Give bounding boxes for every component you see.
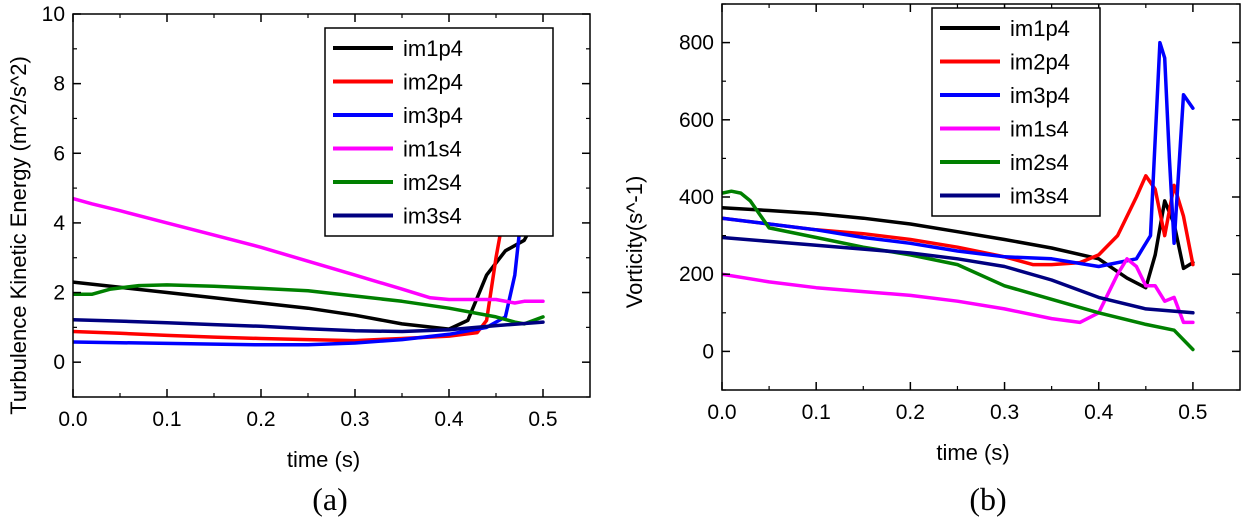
legend-label-im2s4: im2s4 [403, 170, 462, 195]
x-tick-label: 0.3 [990, 401, 1019, 424]
x-tick-label: 0.5 [1178, 401, 1207, 424]
panel-b: 0.0 0.1 0.2 0.3 0.4 0.5 0 200 400 600 800 time (s) V… [622, 3, 1241, 517]
y-axis-label: Turbulence Kinetic Energy (m^2/s^2) [6, 56, 31, 415]
series-line-im3p4 [722, 40, 1195, 269]
legend-label-im1s4: im1s4 [1010, 117, 1069, 142]
x-tick-label: 0.0 [58, 408, 87, 431]
panel-label: (a) [312, 481, 348, 517]
x-tick-label: 0.4 [1084, 401, 1114, 424]
x-tick-label: 0.4 [434, 408, 464, 431]
legend-label-im3s4: im3s4 [403, 204, 462, 229]
series-line-im2s4 [722, 189, 1195, 352]
panel-a: 0.0 0.1 0.2 0.3 0.4 0.5 0 2 4 6 8 10 time (s) Turbule… [6, 3, 591, 517]
y-tick-label: 2 [53, 282, 65, 305]
x-tick-label: 0.3 [340, 408, 369, 431]
series-line-im1s4 [722, 257, 1195, 325]
legend-label-im1p4: im1p4 [1010, 16, 1070, 41]
legend-label-im1s4: im1s4 [403, 137, 462, 162]
legend-label-im3s4: im3s4 [1010, 184, 1069, 209]
series-line-im3s4 [73, 317, 545, 334]
y-tick-label: 800 [679, 32, 714, 55]
y-tick-label: 0 [702, 340, 714, 363]
y-tick-label: 0 [53, 351, 65, 374]
y-tick-label: 10 [42, 3, 65, 26]
y-tick-label: 600 [679, 109, 714, 132]
x-tick-label: 0.2 [896, 401, 925, 424]
legend-label-im3p4: im3p4 [1010, 83, 1070, 108]
y-tick-label: 400 [679, 186, 714, 209]
legend-label-im2p4: im2p4 [403, 70, 463, 95]
x-axis-label: time (s) [936, 440, 1009, 465]
series-line-im3s4 [722, 235, 1195, 315]
x-tick-label: 0.0 [707, 401, 736, 424]
series-line-im1s4 [73, 196, 545, 305]
legend-label-im1p4: im1p4 [403, 36, 463, 61]
y-tick-label: 8 [53, 73, 65, 96]
legend-box [931, 7, 1101, 217]
plot-frame [72, 13, 591, 398]
y-tick-label: 200 [679, 263, 714, 286]
panel-label: (b) [969, 481, 1006, 517]
x-tick-label: 0.5 [528, 408, 557, 431]
series-line-im2s4 [73, 283, 545, 326]
x-tick-label: 0.2 [246, 408, 275, 431]
y-tick-label: 6 [53, 142, 65, 165]
y-axis-label: Vorticity(s^-1) [622, 176, 647, 309]
x-tick-label: 0.1 [802, 401, 831, 424]
y-tick-label: 4 [53, 212, 65, 235]
legend-label-im3p4: im3p4 [403, 103, 463, 128]
legend-label-im2s4: im2s4 [1010, 150, 1069, 175]
legend-label-im2p4: im2p4 [1010, 50, 1070, 75]
x-axis-label: time (s) [287, 447, 360, 472]
legend-box [324, 27, 554, 237]
x-tick-label: 0.1 [152, 408, 181, 431]
legend: im1p4 im2p4 im3p4 im1s4 im2s4 im3s4 [324, 27, 554, 237]
legend: im1p4 im2p4 im3p4 im1s4 im2s4 im3s4 [931, 7, 1101, 217]
